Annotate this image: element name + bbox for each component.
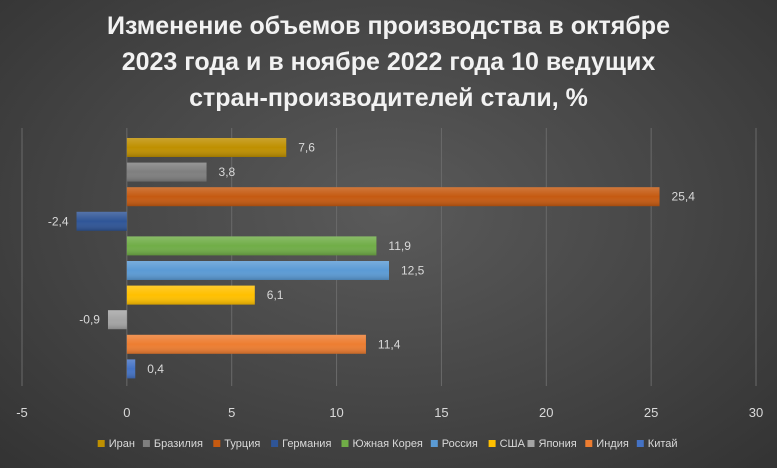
data-label: 11,9 [388,239,411,253]
bar-shading [126,138,287,157]
x-tick-label: 0 [123,405,130,420]
legend-label: Германия [282,438,331,450]
bar-shading [107,310,127,330]
legend-label: США [500,438,526,450]
data-label: -2,4 [48,214,69,228]
data-label: -0,9 [79,313,100,327]
legend-swatch [527,440,535,447]
legend-swatch [636,440,644,447]
bar-shading [126,236,377,256]
x-tick-label: 20 [539,405,553,420]
chart-title: Изменение объемов производства в октябре… [0,8,777,116]
legend-swatch [585,440,593,447]
x-tick-label: 5 [228,405,235,420]
legend-swatch [97,440,105,447]
bar-shading [126,162,207,182]
bar-shading [126,359,136,379]
data-label: 7,6 [298,141,315,155]
legend-swatch [213,440,221,447]
bar-shading [126,187,660,207]
data-label: 11,4 [378,337,401,351]
x-tick-label: -5 [16,405,28,420]
legend-label: Индия [596,438,629,450]
legend-swatch [271,440,279,447]
legend-label: Китай [648,438,678,450]
data-label: 12,5 [401,264,425,278]
legend-swatch [488,440,496,447]
data-label: 6,1 [267,288,284,302]
bar-shading [126,334,366,354]
x-tick-label: 25 [644,405,658,420]
data-label: 25,4 [672,190,696,204]
x-tick-label: 10 [329,405,343,420]
chart-title-line-3: стран-производителей стали, % [189,84,588,112]
chart-title-line-1: Изменение объемов производства в октябре [107,12,670,40]
bar-shading [126,285,255,305]
bar-shading [126,261,389,280]
data-label: 0,4 [147,362,164,376]
legend-swatch [430,440,438,447]
legend-label: Россия [442,438,478,450]
legend-label: Япония [539,438,577,450]
legend-label: Иран [109,438,135,450]
data-label: 3,8 [219,165,236,179]
legend-label: Южная Корея [353,438,423,450]
x-tick-label: 15 [434,405,448,420]
legend-swatch [142,440,150,447]
legend-swatch [341,440,349,447]
chart-title-line-2: 2023 года и в ноябре 2022 года 10 ведущи… [121,48,656,76]
bar-shading [76,211,127,231]
x-tick-label: 30 [749,405,763,420]
legend-label: Турция [224,438,260,450]
legend-label: Бразилия [154,438,203,450]
